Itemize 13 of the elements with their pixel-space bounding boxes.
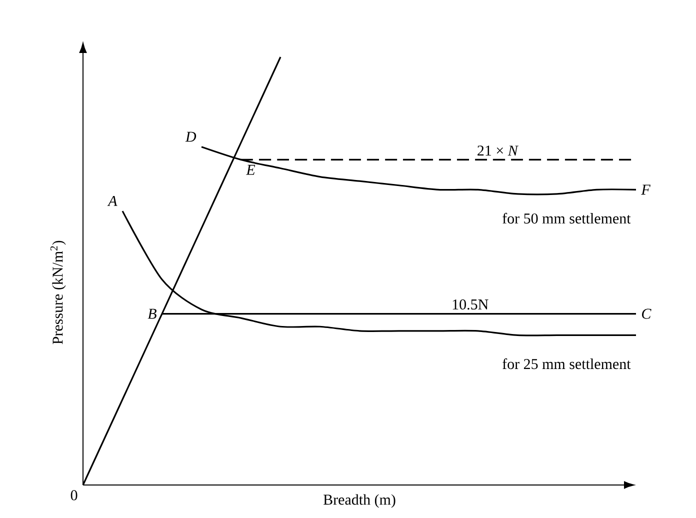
text: F [641,184,650,195]
text: C [642,308,652,319]
annotation: for 50 mm settlement [502,212,631,224]
series-label: 10.5N [452,299,488,310]
annotation: B [148,308,156,319]
annotation: for 25 mm settlement [502,358,631,370]
annotation: D [185,132,196,142]
series-label: 21 × N [478,146,519,156]
annotation: E [246,164,256,175]
text: 0 [70,490,78,500]
x-axis-title: Breadth (m) [324,494,396,508]
y-axis-title: Pressure (kN/m$^{2}$) [50,240,66,344]
annotation: A [107,196,118,206]
